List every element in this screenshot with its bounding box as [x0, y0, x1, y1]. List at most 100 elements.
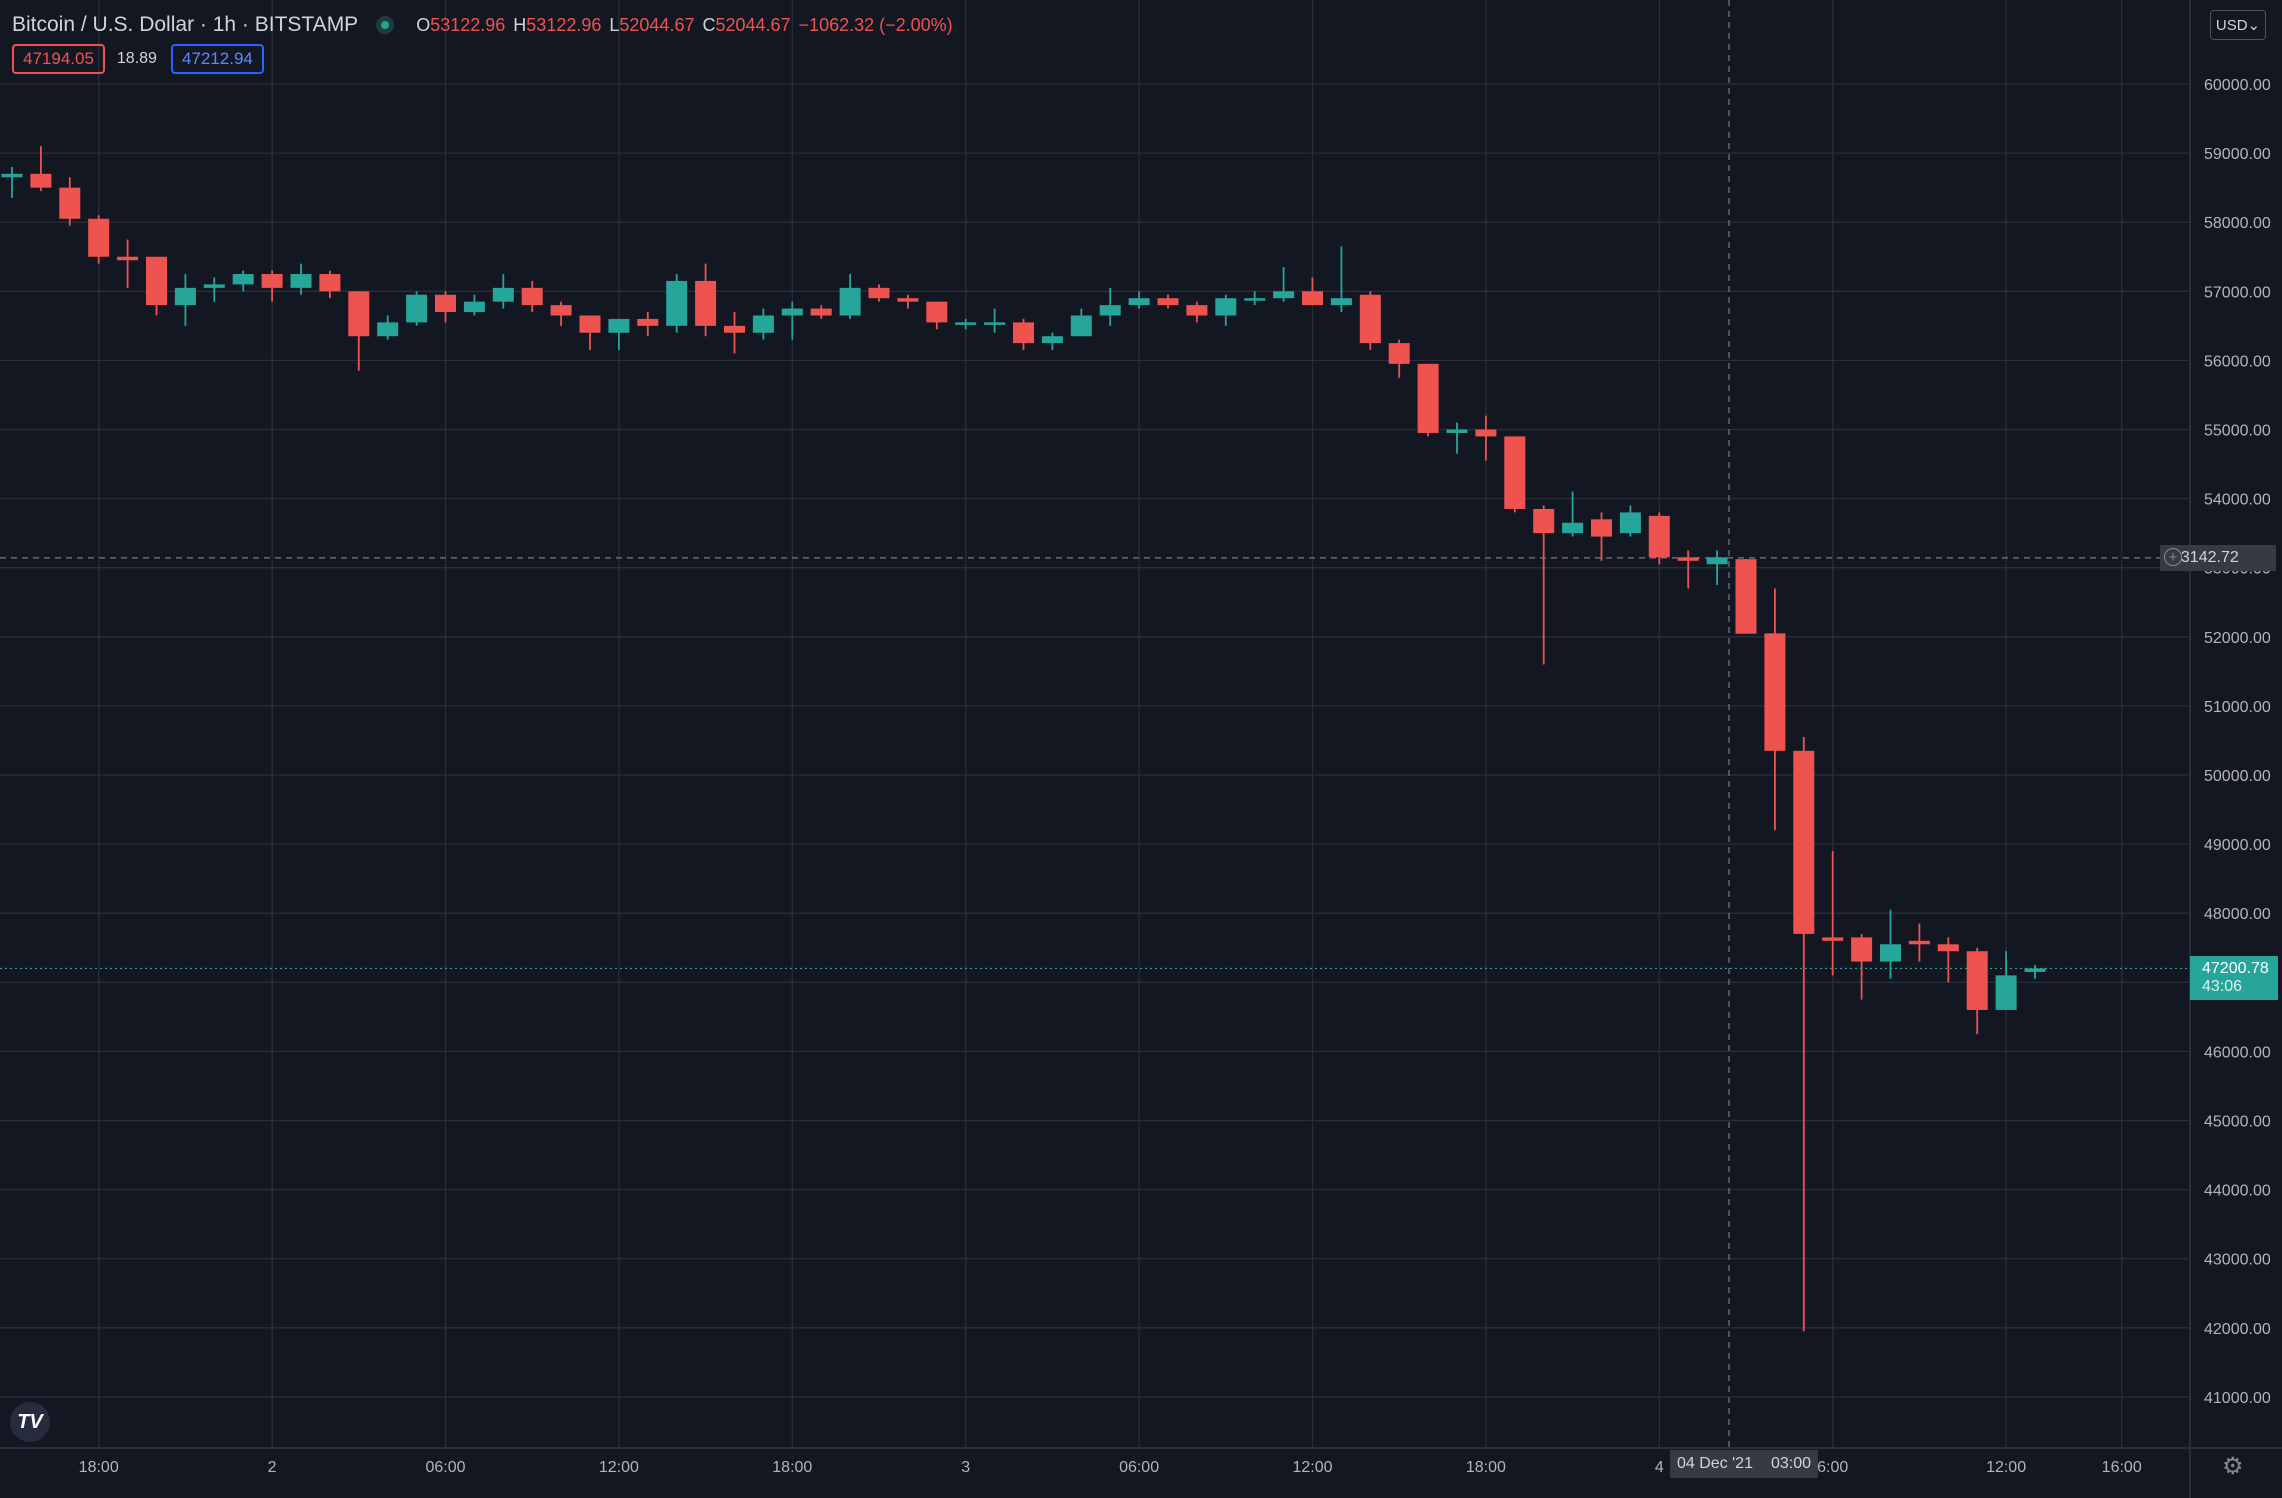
candle-body[interactable]: [59, 187, 81, 219]
candle-body[interactable]: [1273, 291, 1295, 299]
candle-body[interactable]: [1504, 436, 1526, 509]
candle-body[interactable]: [1822, 937, 1844, 941]
candle-body[interactable]: [290, 274, 312, 288]
candle-body[interactable]: [1417, 363, 1439, 433]
candle-body[interactable]: [30, 173, 52, 188]
currency-button[interactable]: USD⌄: [2210, 10, 2266, 40]
low-value: 52044.67: [619, 14, 695, 35]
x-tick-label: 18:00: [79, 1459, 119, 1476]
y-tick-label: 48000.00: [2204, 906, 2271, 923]
candle-body[interactable]: [1330, 298, 1352, 306]
candle-body[interactable]: [174, 287, 196, 306]
candle-body[interactable]: [839, 287, 861, 316]
candle-body[interactable]: [1706, 557, 1728, 565]
candle-body[interactable]: [1648, 515, 1670, 558]
candle-body[interactable]: [579, 315, 601, 333]
candle-body[interactable]: [463, 301, 485, 313]
candle-body[interactable]: [1186, 305, 1208, 316]
ask-button[interactable]: 47212.94: [170, 44, 264, 74]
candle-body[interactable]: [868, 287, 890, 299]
candle-body[interactable]: [1359, 294, 1381, 344]
y-tick-label: 45000.00: [2204, 1114, 2271, 1131]
candle-body[interactable]: [1533, 508, 1555, 534]
candle-body[interactable]: [2024, 968, 2046, 972]
candle-body[interactable]: [724, 325, 745, 333]
x-tick-label: 06:00: [1119, 1459, 1159, 1476]
candle-body[interactable]: [1908, 940, 1930, 945]
tradingview-logo-icon[interactable]: TV: [10, 1402, 50, 1442]
candle-body[interactable]: [666, 280, 688, 326]
y-tick-label: 59000.00: [2204, 146, 2271, 163]
candle-body[interactable]: [1793, 750, 1815, 934]
x-tick-label: 18:00: [1466, 1459, 1506, 1476]
candle-body[interactable]: [88, 218, 110, 257]
candle-body[interactable]: [752, 315, 774, 333]
candle-body[interactable]: [1966, 951, 1988, 1010]
candle-body[interactable]: [1099, 305, 1121, 316]
candle-body[interactable]: [492, 287, 514, 302]
y-tick-label: 58000.00: [2204, 215, 2271, 232]
candle-body[interactable]: [1302, 291, 1323, 306]
plus-circle-icon[interactable]: +: [2164, 548, 2182, 566]
bid-button[interactable]: 47194.05: [12, 44, 105, 74]
candle-body[interactable]: [608, 318, 630, 333]
crosshair-date: 04 Dec '21: [1676, 1455, 1753, 1472]
candle-body[interactable]: [1388, 343, 1410, 364]
candle-body[interactable]: [1475, 429, 1497, 437]
candle-body[interactable]: [146, 256, 167, 306]
y-tick-label: 51000.00: [2204, 699, 2271, 716]
candle-body[interactable]: [203, 284, 225, 288]
candle-body[interactable]: [232, 274, 254, 285]
candle-body[interactable]: [1041, 336, 1063, 344]
crosshair-hour: 03:00: [1770, 1455, 1812, 1472]
candle-body[interactable]: [926, 301, 948, 323]
x-tick-label: 06:00: [425, 1459, 465, 1476]
candle-body[interactable]: [637, 318, 659, 326]
candle-body[interactable]: [1995, 975, 2017, 1010]
candle-body[interactable]: [1013, 322, 1034, 344]
candle-body[interactable]: [550, 305, 572, 316]
candle-body[interactable]: [810, 308, 832, 316]
candle-body[interactable]: [521, 287, 543, 306]
change-value: −1062.32 (−2.00%): [798, 14, 953, 35]
candle-body[interactable]: [1157, 298, 1179, 306]
x-tick-label: 12:00: [1986, 1459, 2026, 1476]
candle-body[interactable]: [1880, 944, 1901, 962]
candle-body[interactable]: [1937, 944, 1959, 952]
close-key: C: [702, 14, 716, 35]
open-value: 53122.96: [430, 14, 506, 35]
y-tick-label: 54000.00: [2204, 492, 2271, 509]
candle-body[interactable]: [1, 173, 23, 178]
candle-body[interactable]: [1851, 937, 1873, 962]
candle-body[interactable]: [781, 308, 803, 316]
candle-body[interactable]: [1619, 512, 1641, 534]
candle-body[interactable]: [1215, 298, 1237, 316]
symbol-title[interactable]: Bitcoin / U.S. Dollar · 1h · BITSTAMP: [12, 13, 359, 36]
candle-body[interactable]: [1128, 298, 1150, 306]
gear-icon[interactable]: ⚙: [2222, 1453, 2244, 1480]
candle-body[interactable]: [435, 294, 456, 313]
candle-body[interactable]: [1735, 559, 1757, 634]
candle-body[interactable]: [319, 274, 341, 292]
candle-body[interactable]: [1764, 633, 1786, 751]
candle-body[interactable]: [1070, 315, 1092, 337]
candle-body[interactable]: [695, 280, 717, 326]
candle-body[interactable]: [1446, 429, 1468, 433]
candle-body[interactable]: [897, 298, 919, 302]
candle-body[interactable]: [117, 256, 139, 261]
candle-body[interactable]: [1244, 298, 1266, 301]
candle-body[interactable]: [1677, 557, 1699, 561]
candle-body[interactable]: [1591, 519, 1612, 537]
candle-body[interactable]: [261, 274, 283, 288]
symbol-legend[interactable]: Bitcoin / U.S. Dollar · 1h · BITSTAMP O …: [12, 10, 961, 40]
x-tick-label: 12:00: [1292, 1459, 1332, 1476]
candle-body[interactable]: [955, 322, 977, 325]
candle-body[interactable]: [1562, 522, 1584, 534]
candle-body[interactable]: [984, 322, 1006, 325]
y-tick-label: 60000.00: [2204, 77, 2271, 94]
x-tick-label: 18:00: [772, 1459, 812, 1476]
candle-body[interactable]: [377, 322, 399, 337]
candle-body[interactable]: [406, 294, 428, 323]
candle-body[interactable]: [348, 291, 370, 337]
